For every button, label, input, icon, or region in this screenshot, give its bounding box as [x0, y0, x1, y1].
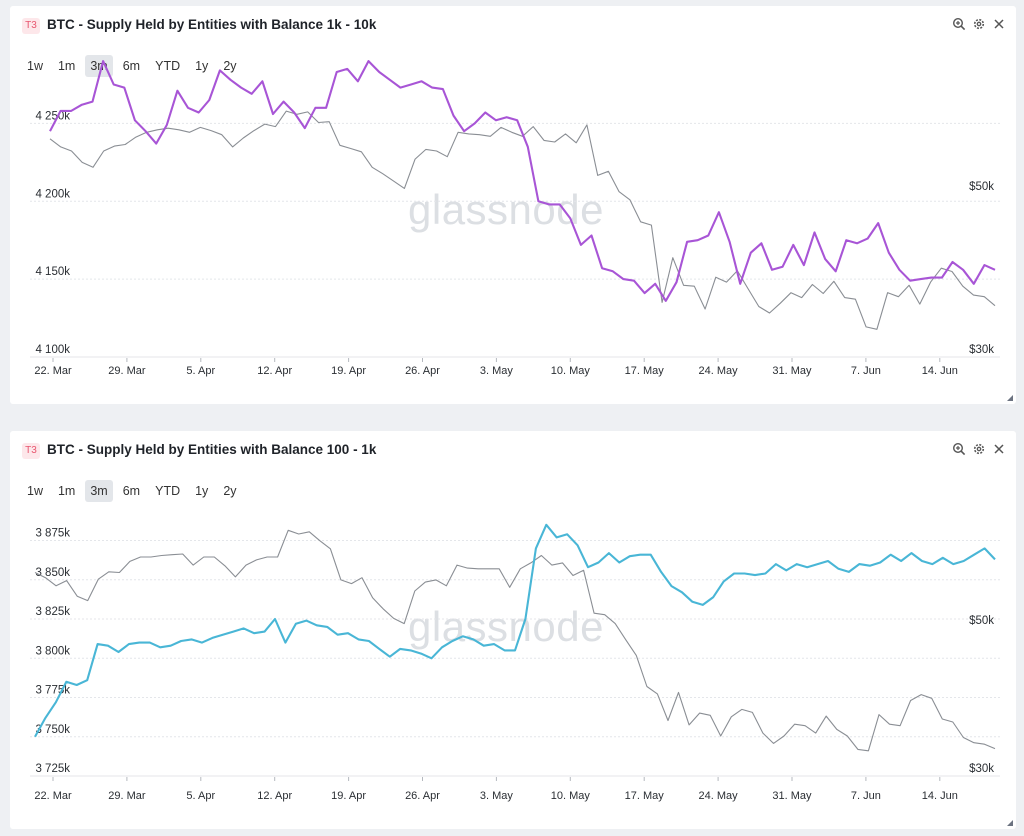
x-tick-label: 3. May	[480, 365, 514, 377]
series-line-price	[49, 110, 996, 330]
x-tick-label: 31. May	[772, 365, 812, 377]
range-6m-button[interactable]: 6m	[122, 59, 141, 73]
glassnode-watermark: glassnode	[408, 603, 604, 650]
x-tick-label: 7. Jun	[851, 790, 881, 802]
time-range-selector: 1w 1m 3m 6m YTD 1y 2y	[22, 480, 242, 502]
range-2y-button[interactable]: 2y	[223, 59, 237, 73]
panel-header: T3 BTC - Supply Held by Entities with Ba…	[10, 431, 1016, 469]
x-tick-label: 29. Mar	[108, 365, 146, 377]
y-left-tick-label: 4 250k	[35, 110, 70, 122]
series-line-supply	[34, 523, 996, 738]
zoom-icon[interactable]	[952, 17, 966, 31]
gear-icon[interactable]	[972, 442, 986, 456]
panel-title: BTC - Supply Held by Entities with Balan…	[47, 442, 377, 457]
series-line-supply	[49, 60, 996, 302]
x-tick-label: 22. Mar	[34, 790, 72, 802]
x-tick-label: 14. Jun	[922, 365, 958, 377]
y-left-tick-label: 3 875k	[35, 528, 70, 540]
range-1y-button[interactable]: 1y	[195, 484, 209, 498]
range-2y-button[interactable]: 2y	[223, 484, 237, 498]
y-right-tick-label: $50k	[969, 181, 994, 193]
range-1y-button[interactable]: 1y	[195, 59, 209, 73]
tier-badge: T3	[22, 443, 40, 459]
x-tick-label: 12. Apr	[257, 365, 292, 377]
y-left-tick-label: 3 775k	[35, 685, 70, 697]
zoom-icon[interactable]	[952, 442, 966, 456]
x-tick-label: 17. May	[625, 790, 665, 802]
x-tick-label: 10. May	[551, 790, 591, 802]
range-6m-button[interactable]: 6m	[122, 484, 141, 498]
line-chart-1k-10k[interactable]: 4 100k 4 150k 4 200k 4 250k $30k $50k 22. Mar 2…	[10, 6, 1016, 404]
y-left-tick-label: 4 150k	[35, 266, 70, 278]
x-tick-label: 12. Apr	[257, 790, 292, 802]
y-right-tick-label: $50k	[969, 615, 994, 627]
x-tick-label: 26. Apr	[405, 790, 440, 802]
panel-actions	[952, 442, 1006, 456]
x-tick-label: 29. Mar	[108, 790, 146, 802]
y-right-tick-label: $30k	[969, 344, 994, 356]
y-left-tick-label: 3 850k	[35, 567, 70, 579]
line-chart-100-1k[interactable]: 3 725k 3 750k 3 775k 3 800k 3 825k 3 850k 3 87…	[10, 431, 1016, 829]
chart-panel-1k-10k: T3 BTC - Supply Held by Entities with Ba…	[10, 6, 1016, 404]
y-left-tick-label: 3 800k	[35, 645, 70, 657]
range-3m-button[interactable]: 3m	[85, 480, 113, 502]
chart-panel-100-1k: T3 BTC - Supply Held by Entities with Ba…	[10, 431, 1016, 829]
x-tick-label: 14. Jun	[922, 790, 958, 802]
range-1w-button[interactable]: 1w	[27, 484, 43, 498]
resize-handle[interactable]	[1007, 820, 1013, 826]
range-1m-button[interactable]: 1m	[57, 59, 76, 73]
y-left-tick-label: 4 100k	[35, 344, 70, 356]
resize-handle[interactable]	[1007, 395, 1013, 401]
x-tick-label: 10. May	[551, 365, 591, 377]
x-tick-label: 19. Apr	[331, 365, 366, 377]
x-tick-label: 3. May	[480, 790, 514, 802]
range-1m-button[interactable]: 1m	[57, 484, 76, 498]
panel-actions	[952, 17, 1006, 31]
x-tick-label: 31. May	[772, 790, 812, 802]
range-ytd-button[interactable]: YTD	[155, 484, 181, 498]
x-tick-label: 7. Jun	[851, 365, 881, 377]
x-tick-label: 24. May	[699, 790, 739, 802]
series-line-price	[34, 529, 996, 752]
x-tick-label: 5. Apr	[186, 365, 215, 377]
y-left-tick-label: 3 750k	[35, 724, 70, 736]
close-icon[interactable]	[992, 442, 1006, 456]
x-tick-label: 17. May	[625, 365, 665, 377]
range-1w-button[interactable]: 1w	[27, 59, 43, 73]
tier-badge: T3	[22, 18, 40, 34]
y-left-tick-label: 4 200k	[35, 188, 70, 200]
x-tick-label: 5. Apr	[186, 790, 215, 802]
glassnode-watermark: glassnode	[408, 186, 604, 233]
y-left-tick-label: 3 825k	[35, 606, 70, 618]
gear-icon[interactable]	[972, 17, 986, 31]
x-tick-label: 24. May	[699, 365, 739, 377]
y-right-tick-label: $30k	[969, 763, 994, 775]
panel-title: BTC - Supply Held by Entities with Balan…	[47, 17, 377, 32]
range-ytd-button[interactable]: YTD	[155, 59, 181, 73]
x-tick-label: 22. Mar	[34, 365, 72, 377]
x-tick-label: 19. Apr	[331, 790, 366, 802]
panel-header: T3 BTC - Supply Held by Entities with Ba…	[10, 6, 1016, 44]
x-tick-label: 26. Apr	[405, 365, 440, 377]
close-icon[interactable]	[992, 17, 1006, 31]
y-left-tick-label: 3 725k	[35, 763, 70, 775]
